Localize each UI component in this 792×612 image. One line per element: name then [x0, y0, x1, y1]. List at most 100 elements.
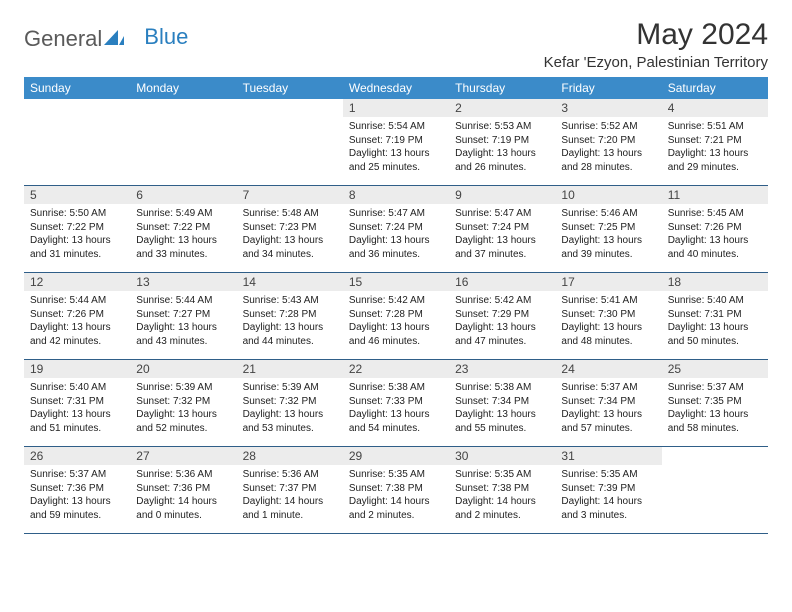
day-line: Sunrise: 5:47 AM — [349, 207, 443, 221]
day-body: Sunrise: 5:35 AMSunset: 7:39 PMDaylight:… — [555, 465, 661, 526]
day-body: Sunrise: 5:54 AMSunset: 7:19 PMDaylight:… — [343, 117, 449, 178]
day-line: Sunrise: 5:37 AM — [561, 381, 655, 395]
day-line: and 59 minutes. — [30, 509, 124, 523]
day-line: Sunrise: 5:44 AM — [136, 294, 230, 308]
day-line: Sunset: 7:29 PM — [455, 308, 549, 322]
calendar-day-cell: 3Sunrise: 5:52 AMSunset: 7:20 PMDaylight… — [555, 99, 661, 186]
calendar-day-cell: 29Sunrise: 5:35 AMSunset: 7:38 PMDayligh… — [343, 447, 449, 534]
day-line: Sunset: 7:36 PM — [136, 482, 230, 496]
calendar-day-cell: 9Sunrise: 5:47 AMSunset: 7:24 PMDaylight… — [449, 186, 555, 273]
day-line: Sunrise: 5:35 AM — [561, 468, 655, 482]
brand-sail-icon — [104, 28, 124, 46]
day-line: Sunset: 7:28 PM — [243, 308, 337, 322]
day-number: 12 — [24, 273, 130, 291]
day-line: Daylight: 13 hours — [136, 234, 230, 248]
weekday-header-row: SundayMondayTuesdayWednesdayThursdayFrid… — [24, 77, 768, 99]
day-number: 1 — [343, 99, 449, 117]
day-line: Sunrise: 5:38 AM — [455, 381, 549, 395]
weekday-header: Saturday — [662, 77, 768, 99]
day-line: Sunrise: 5:53 AM — [455, 120, 549, 134]
day-line: Sunset: 7:32 PM — [136, 395, 230, 409]
day-line: and 50 minutes. — [668, 335, 762, 349]
day-line: Sunset: 7:22 PM — [30, 221, 124, 235]
day-line: Daylight: 13 hours — [455, 408, 549, 422]
calendar-day-cell: 15Sunrise: 5:42 AMSunset: 7:28 PMDayligh… — [343, 273, 449, 360]
day-line: Sunset: 7:19 PM — [349, 134, 443, 148]
day-line: Sunset: 7:39 PM — [561, 482, 655, 496]
calendar-day-cell: 24Sunrise: 5:37 AMSunset: 7:34 PMDayligh… — [555, 360, 661, 447]
day-line: Sunrise: 5:39 AM — [243, 381, 337, 395]
calendar-day-cell: 7Sunrise: 5:48 AMSunset: 7:23 PMDaylight… — [237, 186, 343, 273]
day-number: 3 — [555, 99, 661, 117]
calendar-day-cell: 30Sunrise: 5:35 AMSunset: 7:38 PMDayligh… — [449, 447, 555, 534]
day-line: Daylight: 14 hours — [561, 495, 655, 509]
day-body: Sunrise: 5:39 AMSunset: 7:32 PMDaylight:… — [237, 378, 343, 439]
day-line: Sunrise: 5:52 AM — [561, 120, 655, 134]
day-line: Sunset: 7:19 PM — [455, 134, 549, 148]
day-line: Sunset: 7:38 PM — [455, 482, 549, 496]
brand-logo: General Blue — [24, 18, 188, 52]
calendar-day-cell: 18Sunrise: 5:40 AMSunset: 7:31 PMDayligh… — [662, 273, 768, 360]
day-line: and 57 minutes. — [561, 422, 655, 436]
day-body: Sunrise: 5:36 AMSunset: 7:36 PMDaylight:… — [130, 465, 236, 526]
day-number: 5 — [24, 186, 130, 204]
calendar-day-cell: 4Sunrise: 5:51 AMSunset: 7:21 PMDaylight… — [662, 99, 768, 186]
day-line: and 33 minutes. — [136, 248, 230, 262]
day-number: 10 — [555, 186, 661, 204]
day-body: Sunrise: 5:46 AMSunset: 7:25 PMDaylight:… — [555, 204, 661, 265]
day-line: Sunrise: 5:47 AM — [455, 207, 549, 221]
day-line: Daylight: 13 hours — [243, 234, 337, 248]
header-bar: General Blue May 2024 Kefar 'Ezyon, Pale… — [24, 18, 768, 71]
day-number: 20 — [130, 360, 236, 378]
day-number: 7 — [237, 186, 343, 204]
day-body: Sunrise: 5:45 AMSunset: 7:26 PMDaylight:… — [662, 204, 768, 265]
day-line: Sunrise: 5:44 AM — [30, 294, 124, 308]
calendar-day-cell: 25Sunrise: 5:37 AMSunset: 7:35 PMDayligh… — [662, 360, 768, 447]
brand-word1: General — [24, 26, 102, 52]
calendar-week-row: 5Sunrise: 5:50 AMSunset: 7:22 PMDaylight… — [24, 186, 768, 273]
day-line: Sunrise: 5:43 AM — [243, 294, 337, 308]
day-line: and 31 minutes. — [30, 248, 124, 262]
day-line: Sunrise: 5:37 AM — [30, 468, 124, 482]
day-body: Sunrise: 5:44 AMSunset: 7:27 PMDaylight:… — [130, 291, 236, 352]
day-body: Sunrise: 5:44 AMSunset: 7:26 PMDaylight:… — [24, 291, 130, 352]
day-line: and 29 minutes. — [668, 161, 762, 175]
day-line: Daylight: 14 hours — [349, 495, 443, 509]
day-line: Sunset: 7:26 PM — [30, 308, 124, 322]
calendar-day-cell — [130, 99, 236, 186]
day-line: Daylight: 13 hours — [561, 408, 655, 422]
day-line: Daylight: 13 hours — [455, 321, 549, 335]
brand-word2: Blue — [144, 24, 188, 50]
day-body: Sunrise: 5:47 AMSunset: 7:24 PMDaylight:… — [449, 204, 555, 265]
day-line: Sunrise: 5:42 AM — [349, 294, 443, 308]
day-body: Sunrise: 5:37 AMSunset: 7:35 PMDaylight:… — [662, 378, 768, 439]
day-line: and 0 minutes. — [136, 509, 230, 523]
day-body: Sunrise: 5:39 AMSunset: 7:32 PMDaylight:… — [130, 378, 236, 439]
day-line: and 48 minutes. — [561, 335, 655, 349]
day-line: Daylight: 13 hours — [30, 495, 124, 509]
day-line: Sunset: 7:38 PM — [349, 482, 443, 496]
day-number: 31 — [555, 447, 661, 465]
day-line: Sunrise: 5:40 AM — [30, 381, 124, 395]
weekday-header: Monday — [130, 77, 236, 99]
day-number: 14 — [237, 273, 343, 291]
day-line: and 2 minutes. — [349, 509, 443, 523]
day-body: Sunrise: 5:40 AMSunset: 7:31 PMDaylight:… — [24, 378, 130, 439]
day-line: Daylight: 13 hours — [455, 147, 549, 161]
day-line: Sunrise: 5:39 AM — [136, 381, 230, 395]
day-line: Daylight: 13 hours — [668, 408, 762, 422]
day-line: Sunrise: 5:41 AM — [561, 294, 655, 308]
day-line: Sunset: 7:35 PM — [668, 395, 762, 409]
calendar-day-cell: 10Sunrise: 5:46 AMSunset: 7:25 PMDayligh… — [555, 186, 661, 273]
day-body: Sunrise: 5:47 AMSunset: 7:24 PMDaylight:… — [343, 204, 449, 265]
day-body: Sunrise: 5:37 AMSunset: 7:36 PMDaylight:… — [24, 465, 130, 526]
day-line: Daylight: 13 hours — [561, 234, 655, 248]
day-line: Daylight: 13 hours — [455, 234, 549, 248]
day-line: Sunset: 7:36 PM — [30, 482, 124, 496]
day-body: Sunrise: 5:49 AMSunset: 7:22 PMDaylight:… — [130, 204, 236, 265]
calendar-day-cell: 27Sunrise: 5:36 AMSunset: 7:36 PMDayligh… — [130, 447, 236, 534]
day-number: 17 — [555, 273, 661, 291]
calendar-day-cell: 12Sunrise: 5:44 AMSunset: 7:26 PMDayligh… — [24, 273, 130, 360]
weekday-header: Tuesday — [237, 77, 343, 99]
calendar-day-cell: 26Sunrise: 5:37 AMSunset: 7:36 PMDayligh… — [24, 447, 130, 534]
